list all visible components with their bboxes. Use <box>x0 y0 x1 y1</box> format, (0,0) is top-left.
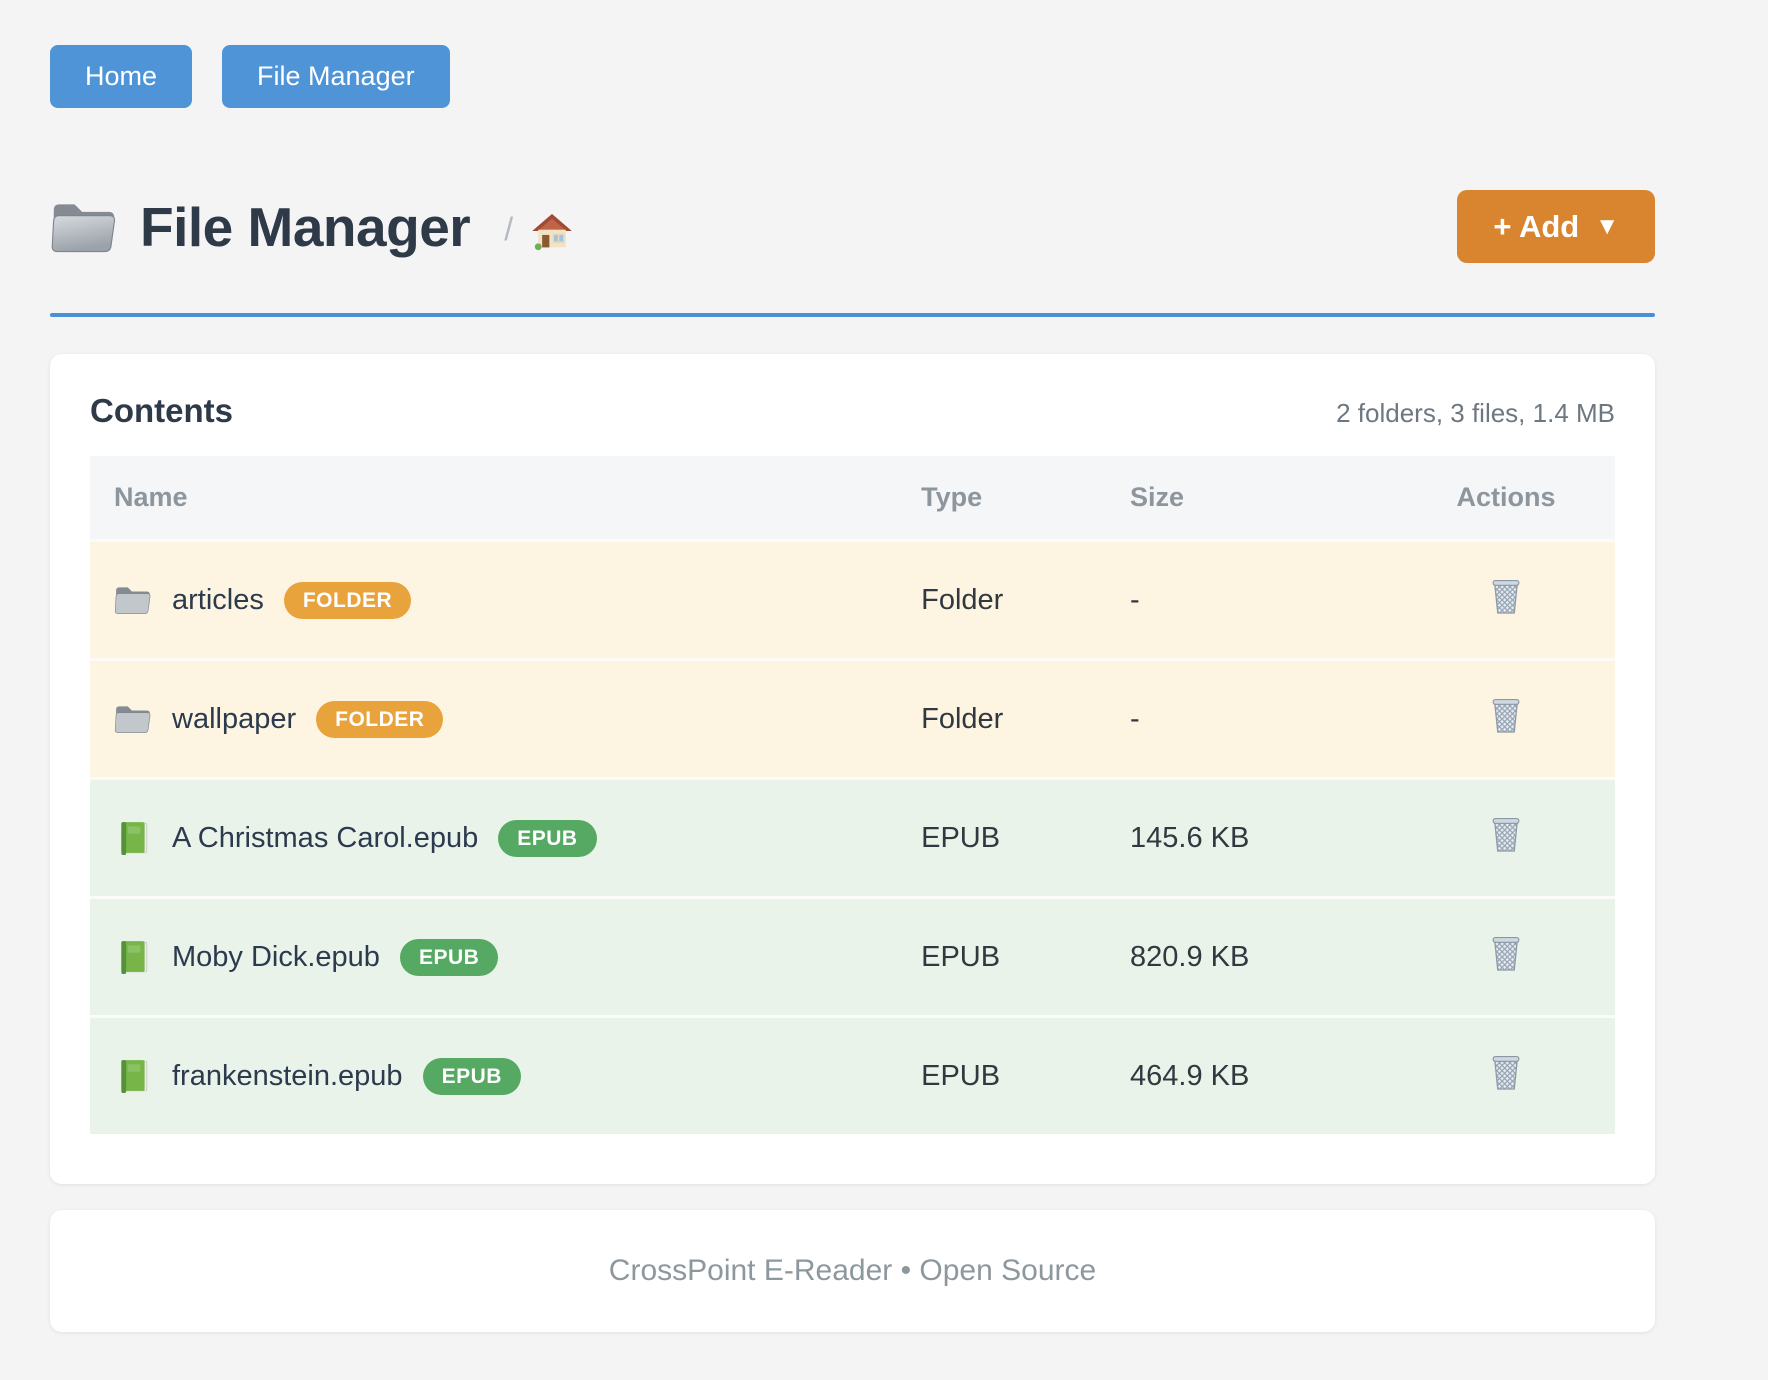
file-size: 464.9 KB <box>1130 1015 1397 1134</box>
trash-icon <box>1492 698 1520 733</box>
folder-icon <box>114 701 152 737</box>
delete-button[interactable] <box>1489 814 1523 854</box>
contents-title: Contents <box>90 392 233 429</box>
contents-card-header: Contents 2 folders, 3 files, 1.4 MB <box>90 392 1615 430</box>
footer: CrossPoint E-Reader • Open Source <box>50 1210 1655 1332</box>
file-type: Folder <box>921 658 1131 779</box>
book-icon <box>114 1058 152 1094</box>
caret-down-icon: ▼ <box>1595 212 1619 240</box>
contents-summary: 2 folders, 3 files, 1.4 MB <box>1336 398 1615 428</box>
trash-icon <box>1492 936 1520 971</box>
title-wrap: File Manager / <box>50 195 573 259</box>
file-type: EPUB <box>921 896 1131 1017</box>
file-table: Name Type Size Actions <box>90 456 1615 1134</box>
table-header-row: Name Type Size Actions <box>90 456 1615 541</box>
add-button[interactable]: + Add ▼ <box>1457 190 1655 263</box>
add-button-label: + Add <box>1493 209 1580 244</box>
file-size: 820.9 KB <box>1130 896 1397 1017</box>
page: Home File Manager File Manager / <box>50 0 1655 1332</box>
table-row[interactable]: wallpaper FOLDER Folder - <box>90 658 1615 779</box>
nav-home-button[interactable]: Home <box>50 45 193 108</box>
delete-button[interactable] <box>1489 695 1523 735</box>
type-badge: EPUB <box>498 819 597 857</box>
type-badge: FOLDER <box>283 581 412 619</box>
file-type: EPUB <box>921 1015 1131 1134</box>
column-header-size: Size <box>1130 456 1397 541</box>
table-row[interactable]: Moby Dick.epub EPUB EPUB 820.9 KB <box>90 896 1615 1017</box>
file-type: EPUB <box>921 777 1131 898</box>
contents-card: Contents 2 folders, 3 files, 1.4 MB Name… <box>50 354 1655 1184</box>
type-badge: EPUB <box>399 938 499 976</box>
file-name[interactable]: wallpaper <box>172 702 297 735</box>
type-badge: EPUB <box>422 1057 521 1095</box>
table-row[interactable]: articles FOLDER Folder - <box>90 539 1615 660</box>
type-badge: FOLDER <box>316 700 444 738</box>
file-name[interactable]: articles <box>172 583 264 616</box>
column-header-type: Type <box>921 456 1131 541</box>
table-row[interactable]: frankenstein.epub EPUB EPUB 464.9 KB <box>90 1015 1615 1134</box>
file-name[interactable]: frankenstein.epub <box>172 1059 403 1092</box>
file-size: - <box>1130 658 1397 779</box>
page-header: File Manager / + Add ▼ <box>50 190 1655 263</box>
folder-icon <box>51 203 116 252</box>
trash-icon <box>1492 1055 1520 1090</box>
delete-button[interactable] <box>1489 1052 1523 1092</box>
trash-icon <box>1492 817 1520 852</box>
file-type: Folder <box>921 539 1131 660</box>
column-header-name: Name <box>90 456 922 541</box>
home-breadcrumb-icon[interactable] <box>531 211 573 251</box>
file-size: - <box>1130 539 1397 660</box>
column-header-actions: Actions <box>1396 456 1615 541</box>
top-nav: Home File Manager <box>50 0 1655 108</box>
file-table-body: articles FOLDER Folder - <box>90 539 1615 1134</box>
file-name[interactable]: A Christmas Carol.epub <box>172 821 479 854</box>
footer-text: CrossPoint E-Reader • Open Source <box>608 1254 1097 1287</box>
delete-button[interactable] <box>1489 576 1523 616</box>
file-name[interactable]: Moby Dick.epub <box>172 940 380 973</box>
delete-button[interactable] <box>1489 933 1523 973</box>
file-size: 145.6 KB <box>1130 777 1397 898</box>
page-title: File Manager <box>140 195 471 258</box>
book-icon <box>114 939 152 975</box>
nav-file-manager-button[interactable]: File Manager <box>222 45 450 108</box>
table-row[interactable]: A Christmas Carol.epub EPUB EPUB 145.6 K… <box>90 777 1615 898</box>
trash-icon <box>1492 579 1520 614</box>
folder-icon <box>114 582 152 618</box>
breadcrumb-separator: / <box>504 211 514 247</box>
book-icon <box>114 820 152 856</box>
header-divider <box>50 313 1655 317</box>
